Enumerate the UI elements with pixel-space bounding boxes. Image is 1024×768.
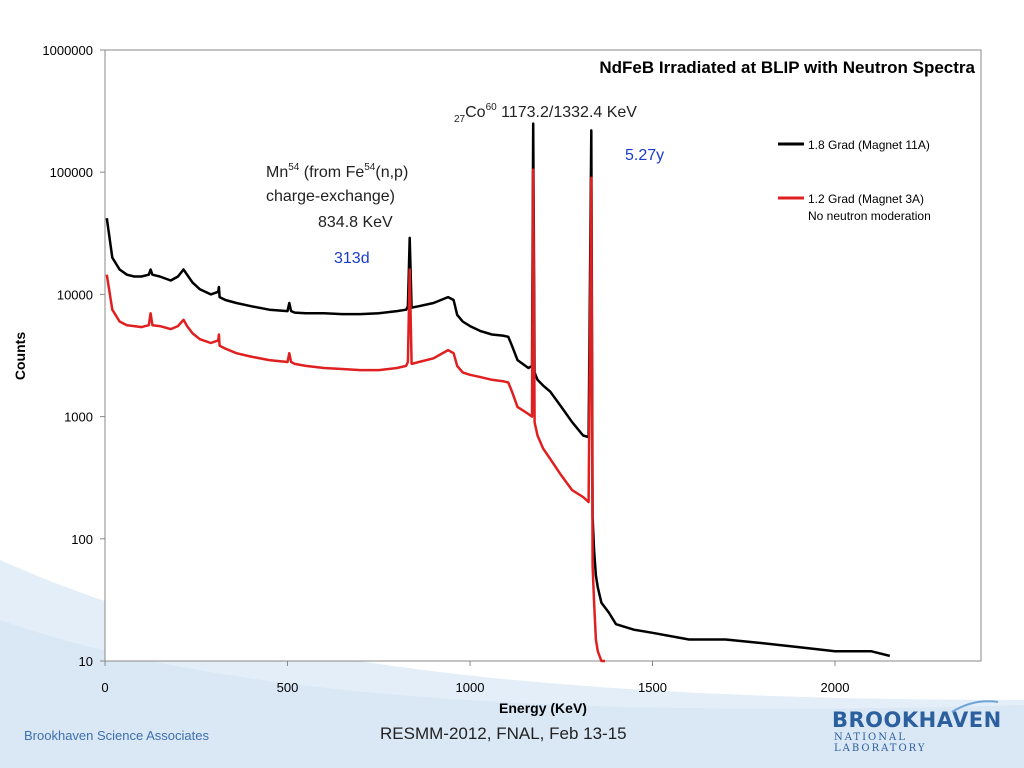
series-line-1-2-grad [105, 168, 605, 663]
x-tick-label: 500 [277, 680, 299, 695]
mn54-halflife: 313d [334, 250, 370, 267]
legend: 1.8 Grad (Magnet 11A) 1.2 Grad (Magnet 3… [778, 138, 931, 223]
series-layer [105, 122, 891, 663]
mn54-annotation: Mn54 (from Fe54(n,p) [266, 162, 408, 181]
y-tick-label: 10 [79, 654, 93, 669]
axis-ticks: 0 500 1000 1500 2000 10 100 1000 10000 100000 1000… [42, 43, 849, 695]
annotations: 27Co60 1173.2/1332.4 KeV 5.27y Mn54 (fro… [266, 102, 664, 267]
mn54-annotation-line2: charge-exchange) [266, 188, 395, 205]
y-axis-label: Counts [12, 332, 28, 380]
y-tick-label: 100000 [50, 165, 93, 180]
y-tick-label: 1000000 [42, 43, 93, 58]
y-tick-label: 1000 [64, 410, 93, 425]
x-tick-label: 0 [101, 680, 108, 695]
footer-organization: Brookhaven Science Associates [24, 728, 209, 743]
legend-label-2: 1.2 Grad (Magnet 3A) [808, 192, 924, 206]
brookhaven-logo: BROOKHAVEN NATIONAL LABORATORY [832, 700, 1002, 754]
co60-annotation: 27Co60 1173.2/1332.4 KeV [454, 102, 637, 125]
x-tick-label: 1500 [638, 680, 667, 695]
x-axis-label: Energy (KeV) [499, 700, 587, 716]
x-tick-label: 2000 [821, 680, 850, 695]
legend-label-2-line2: No neutron moderation [808, 209, 931, 223]
legend-label-1: 1.8 Grad (Magnet 11A) [808, 138, 930, 152]
y-tick-label: 100 [71, 532, 93, 547]
mn54-energy: 834.8 KeV [318, 214, 393, 231]
footer-event: RESMM-2012, FNAL, Feb 13-15 [380, 724, 627, 743]
logo-swoosh-icon [951, 700, 999, 713]
y-tick-label: 10000 [57, 287, 93, 302]
x-tick-label: 1000 [456, 680, 485, 695]
co60-halflife: 5.27y [625, 147, 664, 164]
logo-wordmark: BROOKHAVEN [832, 708, 1002, 732]
chart-title: NdFeB Irradiated at BLIP with Neutron Sp… [599, 58, 975, 77]
logo-subtitle: NATIONAL LABORATORY [834, 732, 927, 754]
series-line-1-8-grad [105, 122, 891, 658]
